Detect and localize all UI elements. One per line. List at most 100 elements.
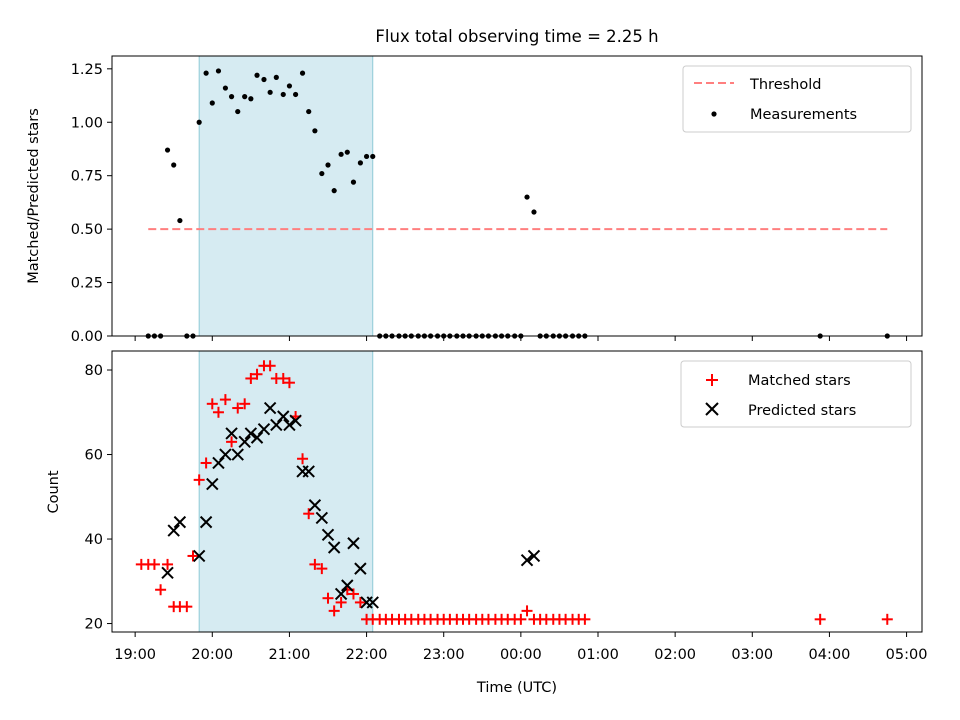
matched-star-point <box>232 402 244 414</box>
matched-star-point <box>206 398 218 410</box>
measurements-legend-label: Measurements <box>750 107 857 123</box>
measurement-point <box>524 194 530 200</box>
predicted-star-point <box>315 511 329 525</box>
matched-star-point <box>264 360 276 372</box>
matched-star-point <box>579 613 591 625</box>
matched-star-point <box>316 563 328 575</box>
x-axis-label: Time (UTC) <box>476 680 557 696</box>
x-tick-label: 00:00 <box>500 647 542 663</box>
predicted-star-point <box>212 456 225 470</box>
bottom-y-ticks: 20 40 60 80 <box>85 363 112 633</box>
matched-star-point <box>239 398 251 410</box>
matched-star-point <box>187 550 199 562</box>
matched-star-point <box>148 558 160 570</box>
predicted-star-point <box>308 499 322 512</box>
measurement-point <box>203 70 209 76</box>
measurement-point <box>286 83 293 89</box>
measurement-point <box>273 74 279 80</box>
x-tick-label: 20:00 <box>191 647 233 663</box>
predicted-legend-label: Predicted stars <box>748 403 856 419</box>
predicted-star-point <box>250 431 264 444</box>
top-y-tick-label: 1.25 <box>71 62 103 78</box>
measurement-point <box>319 170 325 177</box>
measurement-point <box>261 76 267 83</box>
top-y-tick-label: 0.75 <box>71 169 103 185</box>
x-tick-label: 21:00 <box>269 647 311 663</box>
bottom-y-tick-label: 80 <box>85 363 103 379</box>
bottom-y-tick-label: 60 <box>85 448 103 464</box>
predicted-star-point <box>334 587 348 601</box>
predicted-star-point <box>327 541 341 554</box>
chart-title: Flux total observing time = 2.25 h <box>375 27 658 46</box>
matched-star-point <box>193 474 205 486</box>
matched-star-point <box>200 457 212 469</box>
predicted-star-point <box>238 435 251 449</box>
predicted-star-point <box>347 537 360 550</box>
bottom-y-axis-label: Count <box>46 470 62 513</box>
measurement-point <box>293 91 299 98</box>
predicted-star-point <box>520 553 534 567</box>
x-tick-label: 03:00 <box>731 647 773 663</box>
predicted-star-point <box>527 549 541 563</box>
matched-star-point <box>309 558 321 570</box>
measurement-point <box>242 94 248 100</box>
predicted-star-point <box>270 418 283 432</box>
predicted-star-point <box>289 414 302 427</box>
matched-star-point <box>219 394 231 406</box>
matched-star-point <box>881 613 893 625</box>
measurement-point <box>325 162 331 168</box>
predicted-star-point <box>366 596 379 609</box>
top-highlight-span <box>198 55 374 337</box>
x-tick-label: 01:00 <box>577 647 619 663</box>
predicted-star-point <box>225 427 238 440</box>
top-axes-frame <box>111 55 923 337</box>
matched-star-point <box>283 377 295 389</box>
measurement-point <box>254 72 260 78</box>
predicted-star-point <box>283 418 296 432</box>
x-tick-label: 05:00 <box>886 647 928 663</box>
threshold-legend-label: Threshold <box>749 77 821 93</box>
matched-star-point <box>277 372 289 384</box>
top-y-tick-label: 0.25 <box>71 276 103 292</box>
predicted-star-point <box>341 579 354 592</box>
predicted-star-point <box>302 465 315 478</box>
measurement-point <box>222 85 228 91</box>
x-tick-label: 22:00 <box>346 647 388 663</box>
matched-legend-swatch <box>706 374 718 386</box>
measurement-point <box>312 128 318 134</box>
measurement-point <box>209 100 215 106</box>
matched-star-point <box>328 605 340 617</box>
measurement-point <box>531 209 537 215</box>
matched-legend-label: Matched stars <box>748 373 851 389</box>
measurement-point <box>177 217 183 224</box>
top-panel: 0.00 0.25 0.50 0.75 1.00 1.25 Matched/Predict… <box>26 55 923 345</box>
measurement-point <box>171 162 177 168</box>
x-tick-label: 02:00 <box>654 647 696 663</box>
predicted-star-point <box>192 549 206 563</box>
predicted-star-point <box>244 427 258 440</box>
measurement-point <box>299 70 306 76</box>
x-tick-label: 19:00 <box>114 647 156 663</box>
top-y-tick-label: 0.00 <box>71 329 103 345</box>
matched-star-point <box>162 558 174 570</box>
bottom-y-tick-label: 40 <box>85 532 103 548</box>
matched-star-point <box>181 601 193 613</box>
top-legend: Threshold Measurements <box>682 65 912 133</box>
bottom-panel: 19:00 20:00 21:00 22:00 23:00 00:00 01:00 02:00… <box>46 350 927 696</box>
top-span-rect <box>198 55 374 337</box>
matched-star-point <box>245 372 257 384</box>
matched-star-point <box>335 596 347 608</box>
bottom-x-ticks: 19:00 20:00 21:00 22:00 23:00 00:00 01:00 02:00… <box>114 632 927 663</box>
measurement-point <box>196 119 202 125</box>
top-y-axis-label: Matched/Predicted stars <box>26 108 42 284</box>
matched-star-point <box>212 406 224 418</box>
predicted-star-point <box>263 401 277 415</box>
matched-star-point <box>251 368 263 380</box>
predicted-star-point <box>167 524 180 537</box>
bottom-count-points <box>135 360 893 625</box>
measurement-point <box>357 160 363 166</box>
predicted-star-point <box>199 515 213 529</box>
predicted-star-point <box>206 477 219 491</box>
top-y-ticks: 0.00 0.25 0.50 0.75 1.00 1.25 <box>71 62 112 345</box>
top-y-tick-label: 0.50 <box>71 222 103 238</box>
